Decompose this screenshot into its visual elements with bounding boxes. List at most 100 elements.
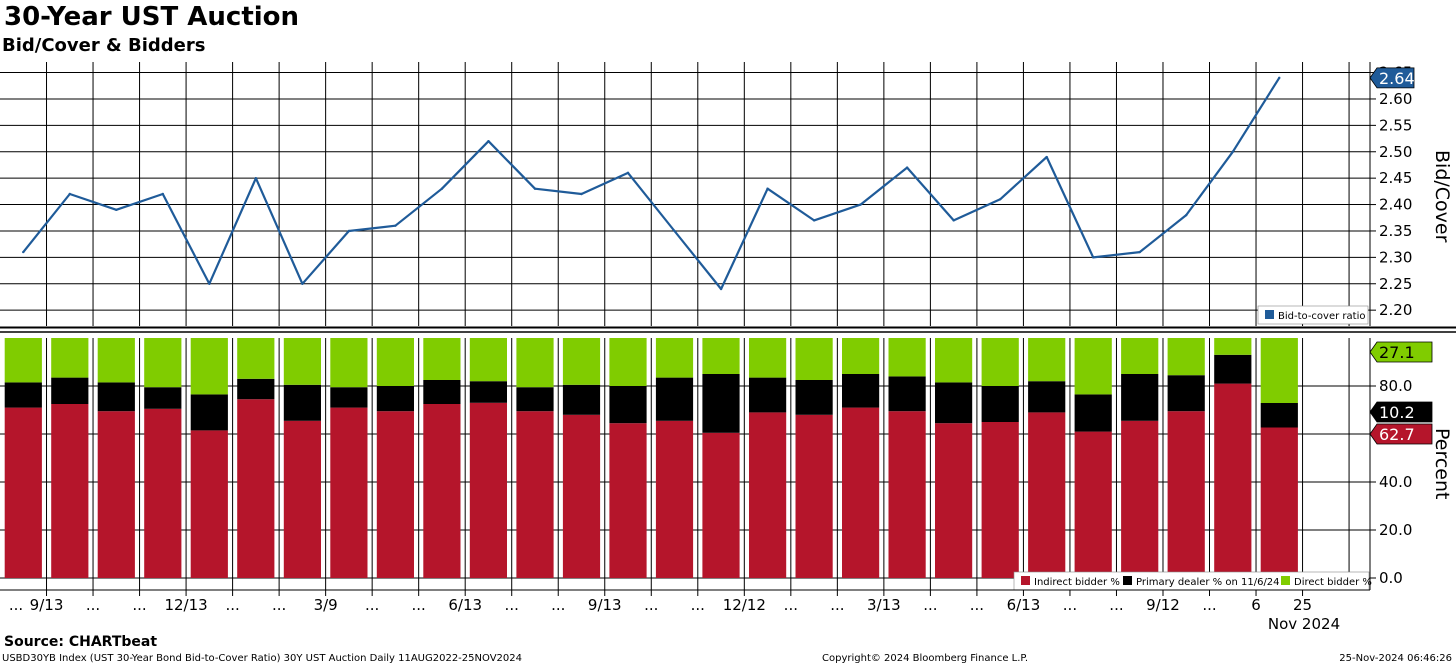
bidders-ytick-label: 20.0: [1379, 521, 1412, 539]
bid-cover-ytick-label: 2.25: [1379, 275, 1412, 293]
indirect-bidder-bar: [1260, 427, 1298, 578]
indirect-bidder-last-value-label: 62.7: [1379, 425, 1415, 444]
bidders-legend-swatch: [1281, 576, 1290, 585]
x-axis-caption: Nov 2024: [1268, 615, 1340, 633]
bid-cover-last-value-label: 2.64: [1379, 69, 1415, 88]
direct-bidder-last-value-flag: [1369, 341, 1433, 363]
bid-cover-ytick-label: 2.45: [1379, 169, 1412, 187]
primary-dealer-bidder-bar: [1121, 374, 1159, 421]
primary-dealer-bidder-bar: [190, 394, 228, 431]
direct-bidder-bar: [1028, 338, 1066, 382]
bid-cover-point: [1138, 250, 1141, 254]
bid-cover-ylabel: Bid/Cover: [1431, 150, 1453, 243]
bid-cover-legend-swatch: [1265, 310, 1274, 319]
x-axis-tick-label: ...: [830, 596, 844, 614]
primary-dealer-bidder-bar: [562, 384, 601, 415]
footer-copyright: Copyright© 2024 Bloomberg Finance L.P.: [822, 653, 1029, 664]
x-axis-tick-label: ...: [225, 596, 239, 614]
primary-dealer-bidder-bar: [330, 387, 368, 408]
bid-cover-point: [766, 187, 769, 190]
x-axis-tick-label: ...: [365, 596, 379, 614]
bid-cover-point: [533, 187, 537, 190]
direct-bidder-bar: [702, 338, 740, 374]
bid-cover-ytick-label: 2.20: [1379, 301, 1412, 319]
bidders-legend-label: Direct bidder %: [1294, 577, 1372, 588]
indirect-bidder-bar: [469, 402, 507, 578]
primary-dealer-bidder-bar: [469, 381, 507, 403]
x-axis-tick-label: 3/13: [867, 596, 901, 614]
direct-bidder-bar: [842, 338, 880, 374]
x-axis-tick-label: 6/13: [1007, 596, 1041, 614]
direct-bidder-last-value-label: 27.1: [1379, 343, 1415, 362]
bidders-legend: Indirect bidder % Primary dealer % on 11/…: [1013, 571, 1372, 591]
bidders-panel: 0.020.040.060.080.027.110.262.7PercentIn…: [0, 338, 1453, 633]
bid-cover-point: [115, 208, 118, 212]
bid-cover-point: [859, 203, 862, 206]
indirect-bidder-bar: [888, 411, 926, 578]
x-axis-tick-label: 12/12: [723, 596, 766, 614]
bid-cover-legend-box: [1257, 305, 1369, 325]
direct-bidder-bar: [4, 338, 42, 383]
bidders-legend-swatch: [1021, 576, 1030, 585]
primary-dealer-bidder-bar: [237, 378, 275, 400]
indirect-bidder-bar: [981, 422, 1019, 578]
direct-bidder-bar: [888, 338, 926, 377]
bid-cover-point: [487, 140, 490, 143]
chart-title: 30-Year UST Auction: [4, 2, 300, 32]
indirect-bidder-bar: [97, 411, 135, 578]
primary-dealer-bidder-bar: [1214, 354, 1252, 384]
direct-bidder-bar: [935, 338, 973, 383]
direct-bidder-bar: [237, 338, 275, 379]
primary-dealer-bidder-bar: [144, 387, 182, 409]
bid-cover-point: [673, 229, 676, 233]
bidders-ytick-label: 40.0: [1379, 473, 1412, 491]
bid-cover-point: [394, 224, 397, 227]
primary-dealer-bidder-bar: [1167, 375, 1205, 412]
primary-dealer-bidder-bar: [749, 377, 787, 413]
direct-bidder-bar: [562, 338, 601, 385]
indirect-bidder-bar: [842, 407, 880, 578]
x-axis-tick-label: ...: [86, 596, 100, 614]
x-axis-tick-label: ...: [923, 596, 937, 614]
x-axis-tick-label: ...: [1063, 596, 1077, 614]
bid-cover-ytick-label: 2.30: [1379, 248, 1412, 266]
x-axis-tick-label: ...: [551, 596, 565, 614]
chart-subtitle: Bid/Cover & Bidders: [2, 35, 206, 56]
direct-bidder-bar: [190, 338, 228, 395]
direct-bidder-bar: [981, 338, 1019, 386]
primary-dealer-bidder-bar: [981, 386, 1019, 422]
bid-cover-point: [1231, 150, 1234, 153]
bid-cover-point: [68, 192, 71, 196]
indirect-bidder-bar: [1167, 411, 1205, 578]
bid-cover-point: [812, 219, 816, 222]
primary-dealer-bidder-bar: [376, 386, 414, 412]
primary-dealer-last-value-flag: [1369, 401, 1433, 423]
indirect-bidder-bar: [795, 414, 833, 578]
direct-bidder-bar: [1074, 338, 1112, 395]
bidders-legend-swatch: [1123, 576, 1132, 585]
bid-cover-point: [626, 171, 630, 175]
direct-bidder-bar: [655, 338, 694, 378]
indirect-bidder-bar: [1028, 412, 1066, 578]
bidders-legend-label: Indirect bidder %: [1034, 577, 1120, 588]
x-axis-tick-label: ...: [970, 596, 984, 614]
indirect-bidder-bar: [4, 407, 42, 578]
bid-cover-ytick-label: 2.50: [1379, 143, 1412, 161]
bid-cover-point: [998, 198, 1002, 201]
direct-bidder-bar: [749, 338, 787, 378]
panel-divider: [0, 326, 1456, 333]
indirect-bidder-bar: [144, 408, 182, 578]
indirect-bidder-bar: [237, 399, 275, 578]
indirect-bidder-bar: [1121, 420, 1159, 578]
bid-cover-point: [1045, 155, 1048, 159]
direct-bidder-bar: [97, 338, 135, 383]
x-axis-tick-label: 25: [1293, 596, 1312, 614]
bid-cover-point: [161, 192, 165, 196]
primary-dealer-bidder-bar: [935, 382, 973, 424]
indirect-bidder-bar: [423, 404, 461, 578]
indirect-bidder-bar: [609, 423, 647, 578]
bidders-legend-label: Primary dealer % on 11/6/24: [1136, 577, 1280, 588]
indirect-bidder-bar: [330, 407, 368, 578]
x-axis-tick-label: 9/13: [30, 596, 64, 614]
direct-bidder-bar: [1214, 338, 1252, 355]
